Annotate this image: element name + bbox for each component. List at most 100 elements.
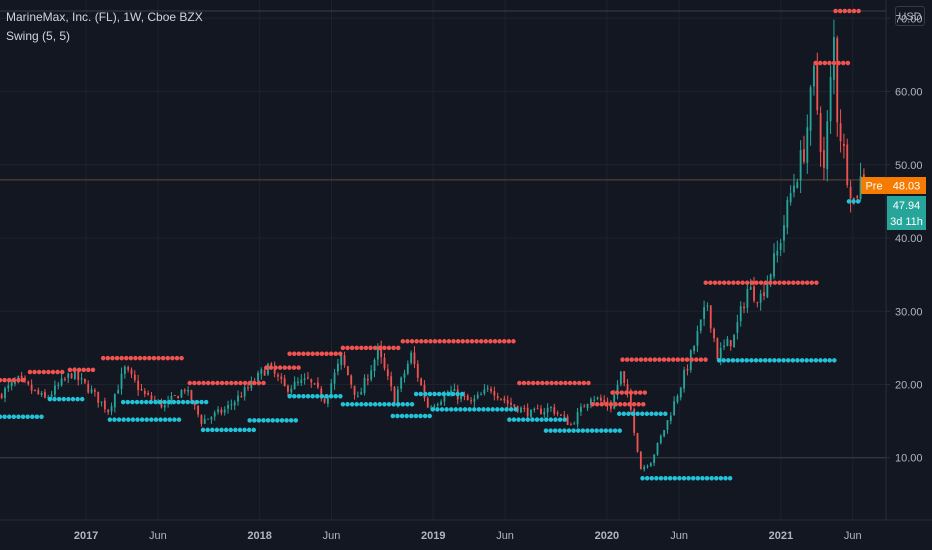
- candle-body: [460, 395, 462, 400]
- candle-body: [54, 385, 56, 395]
- candle-body: [756, 302, 759, 304]
- candle-body: [113, 394, 116, 408]
- candle-body: [583, 406, 586, 408]
- candle-body: [127, 367, 130, 370]
- candle-body: [836, 38, 839, 123]
- candle-body: [183, 389, 186, 392]
- candle-body: [663, 429, 666, 437]
- symbol-title[interactable]: MarineMax, Inc. (FL), 1W, Cboe BZX: [6, 10, 203, 24]
- candle-body: [44, 391, 46, 398]
- candle-body: [90, 389, 93, 393]
- candle-body: [123, 366, 126, 374]
- candle-body: [220, 409, 223, 414]
- candle-body: [283, 378, 286, 387]
- candle-body: [603, 399, 606, 403]
- candle-body: [366, 378, 369, 381]
- candle-body: [376, 346, 379, 360]
- candle-body: [736, 322, 739, 333]
- candle-body: [679, 387, 682, 398]
- candle-body: [93, 390, 96, 392]
- candle-body: [190, 390, 193, 403]
- candle-body: [57, 384, 60, 386]
- y-tick-label: 70.00: [895, 13, 923, 25]
- candle-body: [396, 389, 399, 403]
- candle-body: [839, 123, 842, 142]
- candle-body: [789, 193, 792, 203]
- candle-body: [619, 371, 622, 385]
- x-tick-label: Jun: [323, 530, 341, 542]
- candle-body: [503, 398, 506, 401]
- indicator-title[interactable]: Swing (5, 5): [6, 29, 71, 43]
- y-tick-label: 50.00: [895, 160, 923, 172]
- candle-body: [643, 466, 646, 470]
- candle-body: [543, 411, 546, 415]
- candle-body: [486, 388, 489, 390]
- candle-body: [7, 385, 10, 389]
- horizontal-lines: [0, 10, 886, 459]
- candle-body: [197, 406, 199, 415]
- candle-body: [706, 305, 709, 307]
- pre-label: Pre: [865, 181, 882, 193]
- candle-body: [200, 415, 203, 424]
- candle-body: [633, 409, 636, 433]
- candle-body: [806, 127, 809, 163]
- candle-body: [550, 406, 552, 408]
- candle-body: [596, 397, 599, 399]
- candle-body: [130, 369, 133, 375]
- candle-body: [227, 404, 229, 409]
- candle-body: [133, 374, 136, 381]
- candle-body: [686, 368, 689, 371]
- candle-body: [193, 401, 196, 406]
- candle-body: [223, 409, 226, 413]
- candle-body: [496, 396, 499, 399]
- candle-body: [676, 396, 679, 402]
- candle-body: [240, 396, 243, 398]
- candle-body: [490, 388, 492, 392]
- candle-body: [287, 385, 289, 392]
- candle-body: [769, 274, 772, 282]
- candle-body: [210, 417, 213, 420]
- candle-body: [87, 383, 90, 393]
- candle-body: [137, 380, 140, 391]
- candle-body: [107, 409, 110, 413]
- candle-body: [320, 388, 323, 399]
- candle-body: [852, 197, 855, 200]
- candle-body: [426, 398, 429, 408]
- x-tick-label: Jun: [844, 530, 862, 542]
- candle-body: [440, 401, 443, 405]
- last-price-value: 47.94: [893, 200, 921, 212]
- candle-body: [546, 407, 549, 413]
- candle-body: [0, 394, 3, 399]
- candle-body: [313, 383, 316, 385]
- candle-body: [623, 371, 626, 384]
- candle-body: [556, 412, 559, 414]
- candle-body: [140, 389, 143, 391]
- x-axis-ticks[interactable]: 2017 Jun 2018 Jun 2019 Jun 2020 Jun 2021 Jun: [74, 530, 862, 542]
- y-tick-label: 20.00: [895, 380, 923, 392]
- candle-body: [653, 454, 656, 464]
- x-tick-label: Jun: [670, 530, 688, 542]
- y-axis-ticks[interactable]: 10.00 20.00 30.00 40.00 50.00 60.00 70.00: [886, 13, 923, 465]
- currency-button[interactable]: USD: [895, 6, 925, 26]
- candle-body: [77, 370, 80, 380]
- candle-body: [609, 404, 612, 409]
- candle-body: [280, 376, 283, 379]
- candle-body: [493, 391, 496, 396]
- candle-body: [656, 442, 659, 455]
- candle-body: [247, 387, 249, 389]
- candle-body: [300, 379, 303, 384]
- candle-body: [480, 394, 482, 396]
- candle-body: [10, 382, 13, 387]
- candle-body: [416, 363, 419, 378]
- candles: [0, 19, 865, 472]
- x-tick-label: 2020: [595, 530, 619, 542]
- candle-body: [73, 370, 76, 380]
- candle-body: [406, 363, 409, 374]
- pre-value: 48.03: [893, 181, 921, 193]
- candle-body: [350, 375, 353, 385]
- candle-body: [187, 389, 190, 392]
- candle-body: [303, 378, 306, 380]
